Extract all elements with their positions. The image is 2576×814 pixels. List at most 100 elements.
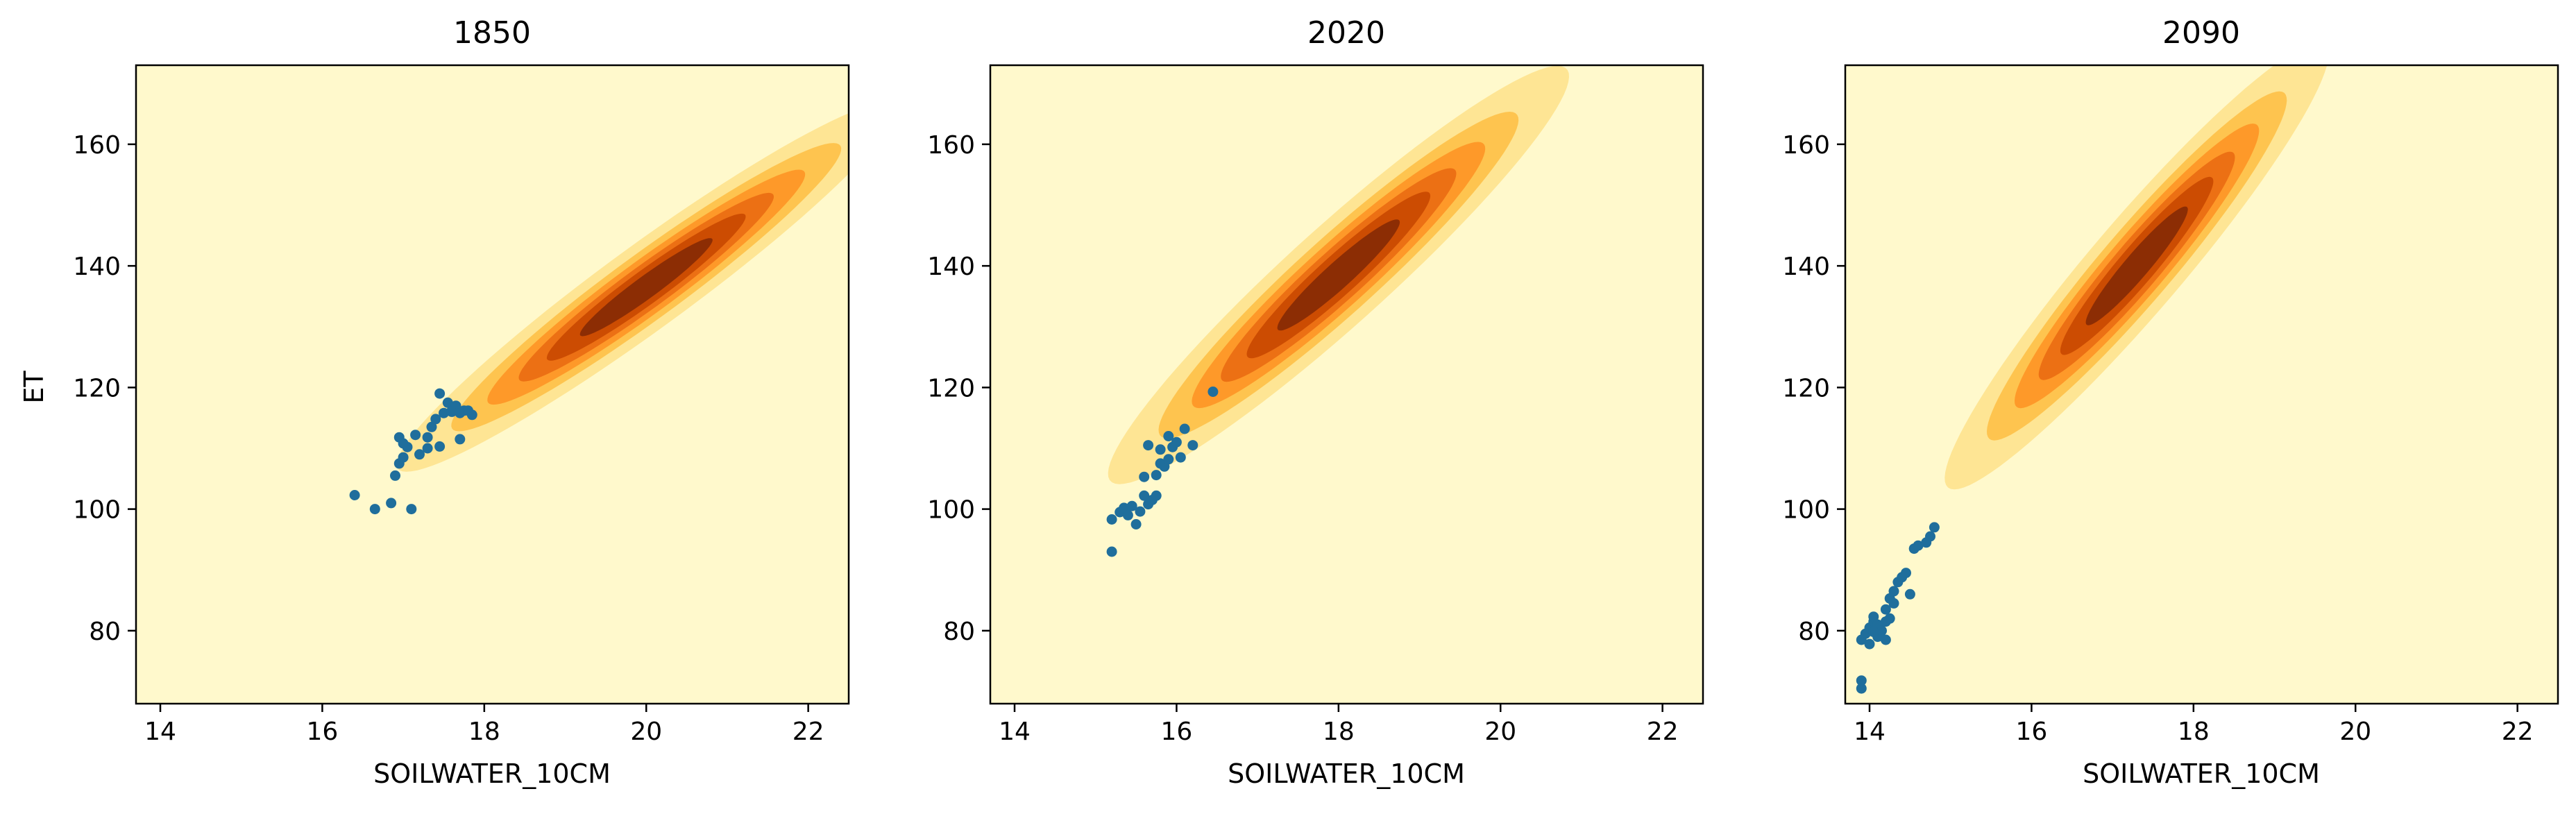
scatter-point: [446, 406, 457, 417]
scatter-point: [430, 414, 441, 425]
scatter-point: [1868, 611, 1879, 622]
y-tick-label: 100: [1782, 496, 1830, 525]
y-axis: 80 100 120 140 160: [1782, 131, 1845, 646]
x-tick-label: 22: [1647, 718, 1679, 746]
scatter-point: [1868, 627, 1879, 638]
scatter-point: [414, 449, 425, 460]
plot-background: [990, 65, 1703, 704]
y-tick-label: 100: [73, 496, 121, 525]
scatter-point: [1163, 454, 1174, 465]
scatter-points: [1106, 387, 1219, 557]
plot-frame: [1844, 64, 2559, 705]
scatter-point: [1143, 440, 1154, 451]
scatter-point: [1856, 683, 1867, 694]
x-tick-label: 18: [2178, 718, 2210, 746]
scatter-point: [398, 452, 409, 463]
y-tick-label: 80: [943, 618, 975, 646]
y-tick-label: 80: [89, 618, 121, 646]
scatter-point: [1139, 471, 1150, 482]
scatter-point: [1139, 490, 1150, 501]
scatter-point: [1163, 431, 1174, 441]
scatter-point: [422, 443, 433, 454]
density-level-6: [579, 238, 713, 337]
x-tick-label: 22: [793, 718, 824, 746]
scatter-point: [455, 434, 466, 445]
x-tick-label: 18: [468, 718, 500, 746]
x-axis: 14 16 18 20 22: [999, 704, 1679, 746]
scatter-point: [1155, 444, 1166, 455]
scatter-point: [390, 470, 400, 481]
scatter-point: [1929, 522, 1940, 533]
panel-2090: 2090 14 16 18 20 22 80 100 120 140 160 SOILWATER…: [1782, 15, 2559, 789]
scatter-point: [1106, 546, 1117, 557]
scatter-point: [1151, 470, 1162, 481]
x-axis-label: SOILWATER_10CM: [1228, 758, 1465, 789]
scatter-point: [1880, 604, 1891, 615]
x-tick-label: 16: [307, 718, 339, 746]
scatter-point: [1880, 634, 1891, 645]
x-tick-label: 14: [1854, 718, 1886, 746]
density-contours: [1944, 65, 2328, 490]
y-tick-label: 140: [73, 253, 121, 281]
scatter-point: [422, 432, 433, 443]
plot-frame: [989, 64, 1704, 705]
scatter-point: [1151, 490, 1162, 501]
scatter-point: [434, 441, 446, 452]
scatter-point: [1122, 509, 1133, 520]
scatter-point: [369, 504, 380, 515]
y-tick-label: 160: [927, 131, 975, 160]
density-contours: [1108, 65, 1569, 484]
y-tick-label: 80: [1798, 618, 1830, 646]
y-axis: 80 100 120 140 160: [73, 131, 136, 646]
y-tick-label: 120: [73, 374, 121, 402]
scatter-point: [1171, 436, 1182, 448]
scatter-point: [1179, 423, 1190, 434]
scatter-point: [1864, 638, 1875, 650]
x-tick-label: 14: [144, 718, 176, 746]
plot-frame: [135, 64, 850, 705]
scatter-point: [1888, 597, 1899, 609]
scatter-point: [439, 407, 449, 418]
y-tick-label: 160: [73, 131, 121, 160]
x-tick-label: 20: [1484, 718, 1516, 746]
panel-2020: 2020 14 16 18 20 22 80 100 120 140 160 SOILWATER…: [927, 15, 1704, 789]
scatter-point: [349, 490, 360, 500]
scatter-point: [386, 498, 397, 509]
y-axis: 80 100 120 140 160: [927, 131, 990, 646]
scatter-point: [1856, 675, 1867, 686]
y-axis-label: ET: [19, 371, 49, 404]
scatter-point: [398, 438, 409, 449]
scatter-point: [442, 397, 453, 408]
y-tick-label: 140: [1782, 253, 1830, 281]
scatter-point: [1888, 586, 1899, 597]
y-tick-label: 140: [927, 253, 975, 281]
x-axis-label: SOILWATER_10CM: [373, 758, 611, 789]
scatter-point: [410, 430, 421, 441]
panel-title: 2090: [2162, 15, 2240, 51]
scatter-point: [1913, 540, 1924, 551]
x-tick-label: 22: [2502, 718, 2534, 746]
y-tick-label: 100: [927, 496, 975, 525]
scatter-point: [1884, 613, 1895, 624]
x-tick-label: 16: [2016, 718, 2048, 746]
scatter-point: [1126, 500, 1137, 511]
scatter-point: [1925, 531, 1935, 542]
x-tick-label: 14: [999, 718, 1031, 746]
scatter-points: [1856, 522, 1940, 694]
x-axis: 14 16 18 20 22: [1854, 704, 2534, 746]
panel-1850: 1850 14 16 18 20 22 80 100 120 140 160 SOILWATER…: [19, 15, 850, 789]
scatter-point: [406, 504, 417, 515]
scatter-point: [1130, 519, 1142, 529]
scatter-point: [1208, 387, 1219, 397]
x-tick-label: 20: [2339, 718, 2371, 746]
x-tick-label: 16: [1161, 718, 1193, 746]
scatter-point: [1175, 452, 1186, 463]
y-tick-label: 160: [1782, 131, 1830, 160]
scatter-point: [426, 421, 437, 432]
density-level-6: [2085, 206, 2188, 325]
x-axis: 14 16 18 20 22: [144, 704, 824, 746]
panel-title: 2020: [1307, 15, 1385, 51]
x-axis-label: SOILWATER_10CM: [2083, 758, 2320, 789]
density-level-6: [1277, 219, 1400, 331]
